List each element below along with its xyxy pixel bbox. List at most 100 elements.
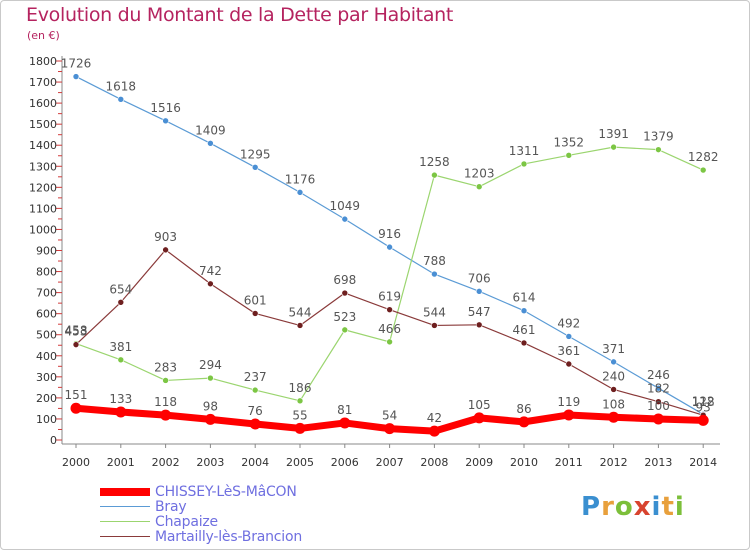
data-point: [655, 146, 662, 153]
data-point: [610, 143, 617, 151]
data-point: [386, 338, 393, 346]
data-point: [72, 73, 80, 80]
data-point: [431, 270, 438, 278]
data-label: 108: [602, 397, 625, 411]
data-label: 119: [557, 395, 580, 409]
logo-letter: i: [674, 492, 685, 522]
data-label: 492: [557, 316, 580, 330]
data-label: 237: [244, 370, 267, 384]
data-point: [475, 321, 483, 329]
data-label: 523: [333, 310, 356, 324]
chart-legend: CHISSEY-LèS-MâCON Bray Chapaize Martailly-l…: [100, 483, 302, 545]
data-label: 1203: [464, 167, 495, 181]
data-label: 42: [427, 411, 442, 425]
data-label: 654: [109, 282, 132, 296]
data-label: 903: [154, 230, 177, 244]
data-point: [475, 183, 483, 191]
data-label: 76: [248, 404, 263, 418]
data-point: [251, 164, 259, 171]
data-point: [341, 326, 349, 334]
y-tick-label: 700: [36, 287, 57, 300]
x-tick-label: 2012: [600, 456, 628, 469]
data-point: [341, 289, 349, 297]
data-point: [610, 386, 617, 393]
data-point: [339, 417, 351, 429]
data-point: [296, 322, 304, 329]
y-tick-label: 1600: [29, 97, 57, 110]
x-tick-label: 2006: [331, 456, 359, 469]
logo-letter: r: [601, 492, 615, 522]
legend-item: Martailly-lès-Brancion: [100, 529, 302, 545]
data-label: 182: [647, 382, 670, 396]
data-label: 1295: [240, 147, 271, 161]
data-label: 118: [154, 395, 177, 409]
data-label: 619: [378, 290, 401, 304]
data-label: 1258: [419, 155, 450, 169]
legend-item: Chapaize: [100, 514, 302, 530]
legend-swatch: [100, 505, 150, 508]
data-label: 601: [244, 293, 267, 307]
data-point: [117, 356, 125, 364]
y-tick-label: 200: [36, 392, 57, 405]
x-tick-label: 2009: [465, 456, 493, 469]
data-point: [563, 409, 575, 421]
legend-swatch: [100, 487, 150, 496]
data-point: [473, 412, 485, 424]
y-tick-label: 1500: [29, 118, 57, 131]
data-label: 706: [468, 271, 491, 285]
y-tick-label: 1800: [29, 55, 57, 68]
legend-label: CHISSEY-LèS-MâCON: [155, 483, 297, 500]
x-tick-label: 2001: [107, 456, 135, 469]
data-point: [565, 360, 573, 368]
data-label: 1409: [195, 123, 226, 137]
logo-letter: t: [661, 492, 675, 522]
data-label: 544: [423, 305, 446, 319]
x-tick-label: 2008: [420, 456, 448, 469]
data-point: [162, 377, 169, 384]
data-label: 1176: [285, 172, 316, 186]
y-tick-label: 1300: [29, 160, 57, 173]
data-point: [72, 341, 80, 348]
data-label: 916: [378, 227, 401, 241]
data-label: 1049: [330, 199, 361, 213]
data-label: 361: [557, 344, 580, 358]
data-label: 86: [516, 402, 531, 416]
data-label: 547: [468, 305, 491, 319]
data-label: 294: [199, 358, 222, 372]
logo-letter: o: [614, 492, 634, 522]
y-tick-label: 500: [36, 329, 57, 342]
data-label: 105: [468, 398, 491, 412]
data-point: [699, 166, 707, 174]
logo-letter: P: [581, 492, 602, 522]
data-point: [70, 402, 82, 414]
y-tick-label: 1700: [29, 76, 57, 89]
data-label: 118: [692, 395, 715, 409]
data-point: [697, 414, 709, 426]
data-point: [117, 298, 125, 306]
y-tick-label: 100: [36, 413, 57, 426]
data-point: [249, 418, 261, 430]
data-label: 55: [292, 408, 307, 422]
data-label: 246: [647, 368, 670, 382]
data-point: [520, 307, 528, 315]
data-label: 1311: [509, 144, 540, 158]
x-tick-label: 2004: [241, 456, 269, 469]
data-point: [428, 425, 440, 437]
data-label: 93: [696, 400, 711, 414]
data-point: [296, 189, 304, 196]
data-point: [565, 152, 573, 159]
data-label: 698: [333, 273, 356, 287]
y-tick-label: 400: [36, 350, 57, 363]
data-point: [386, 306, 393, 313]
data-point: [475, 288, 483, 295]
data-point: [655, 398, 662, 405]
data-label: 151: [65, 388, 88, 402]
data-point: [518, 416, 530, 428]
data-point: [296, 397, 304, 405]
chart-title: Evolution du Montant de la Dette par Hab…: [26, 4, 454, 26]
x-tick-label: 2002: [152, 456, 180, 469]
data-label: 788: [423, 254, 446, 268]
data-label: 614: [513, 291, 536, 305]
y-tick-label: 0: [50, 434, 57, 447]
data-label: 122: [692, 394, 715, 408]
